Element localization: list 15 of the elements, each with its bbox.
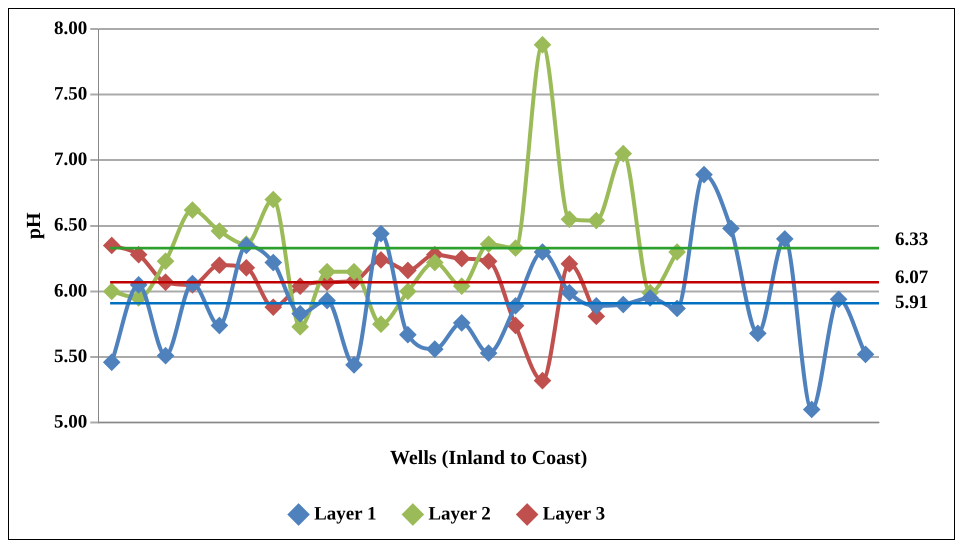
y-axis-title: pH bbox=[23, 212, 46, 240]
legend-label: Layer 1 bbox=[314, 503, 377, 524]
y-tick-label: 5.50 bbox=[54, 346, 88, 367]
y-tick-label: 5.00 bbox=[54, 412, 88, 433]
y-tick-label: 8.00 bbox=[54, 18, 88, 39]
ref-line-label: 6.07 bbox=[895, 267, 929, 288]
x-axis-title: Wells (Inland to Coast) bbox=[390, 447, 588, 470]
legend-label: Layer 3 bbox=[542, 503, 606, 524]
y-tick-label: 6.00 bbox=[54, 280, 88, 302]
y-tick-label: 7.50 bbox=[54, 84, 88, 105]
ref-line-label: 5.91 bbox=[895, 292, 928, 314]
y-tick-label: 7.00 bbox=[54, 149, 88, 170]
y-tick-label: 6.50 bbox=[54, 214, 88, 236]
legend-label: Layer 2 bbox=[428, 503, 491, 524]
ref-line-label: 6.33 bbox=[895, 229, 928, 250]
